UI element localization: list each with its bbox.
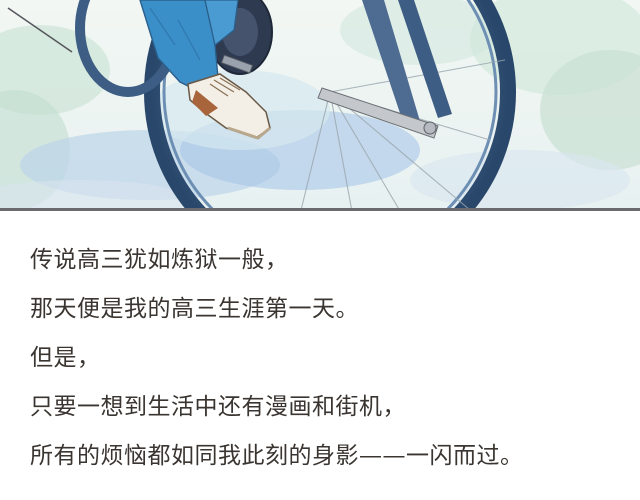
narration-line: 但是， (30, 345, 101, 371)
narration-line: 传说高三犹如炼狱一般， (30, 247, 289, 273)
narration-line: 那天便是我的高三生涯第一天。 (30, 296, 359, 322)
panel-border (0, 208, 640, 211)
comic-panel (0, 0, 640, 210)
panel-illustration (0, 0, 640, 210)
narration-line: 只要一想到生活中还有漫画和街机， (30, 394, 406, 420)
pedal (220, 54, 254, 74)
front-fork (317, 0, 452, 139)
sneaker (187, 73, 271, 140)
front-wheel (144, 0, 516, 210)
string-line (7, 7, 73, 53)
narration-line: 所有的烦恼都如同我此刻的身影——一闪而过。 (30, 443, 524, 469)
